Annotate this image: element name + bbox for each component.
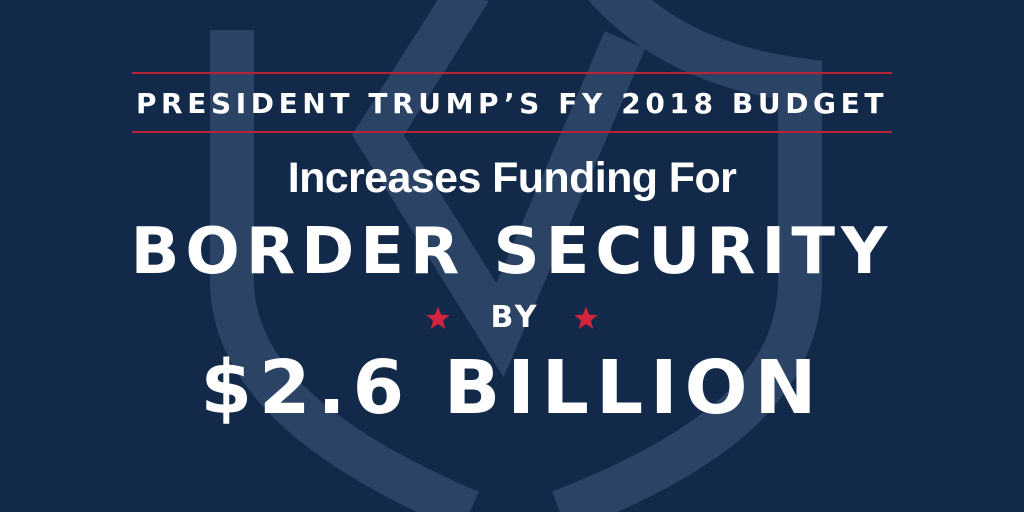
lead-text: Increases Funding For xyxy=(0,150,1024,206)
connector-row: BY xyxy=(0,296,1024,340)
amount: $2.6 BILLION xyxy=(0,344,1024,432)
connector-text: BY xyxy=(491,296,540,340)
subtitle: PRESIDENT TRUMP’S FY 2018 BUDGET xyxy=(0,84,1024,124)
headline: BORDER SECURITY xyxy=(0,214,1024,290)
top-divider xyxy=(132,72,892,74)
bottom-divider xyxy=(132,131,892,133)
star-icon xyxy=(573,305,599,331)
star-icon xyxy=(425,305,451,331)
